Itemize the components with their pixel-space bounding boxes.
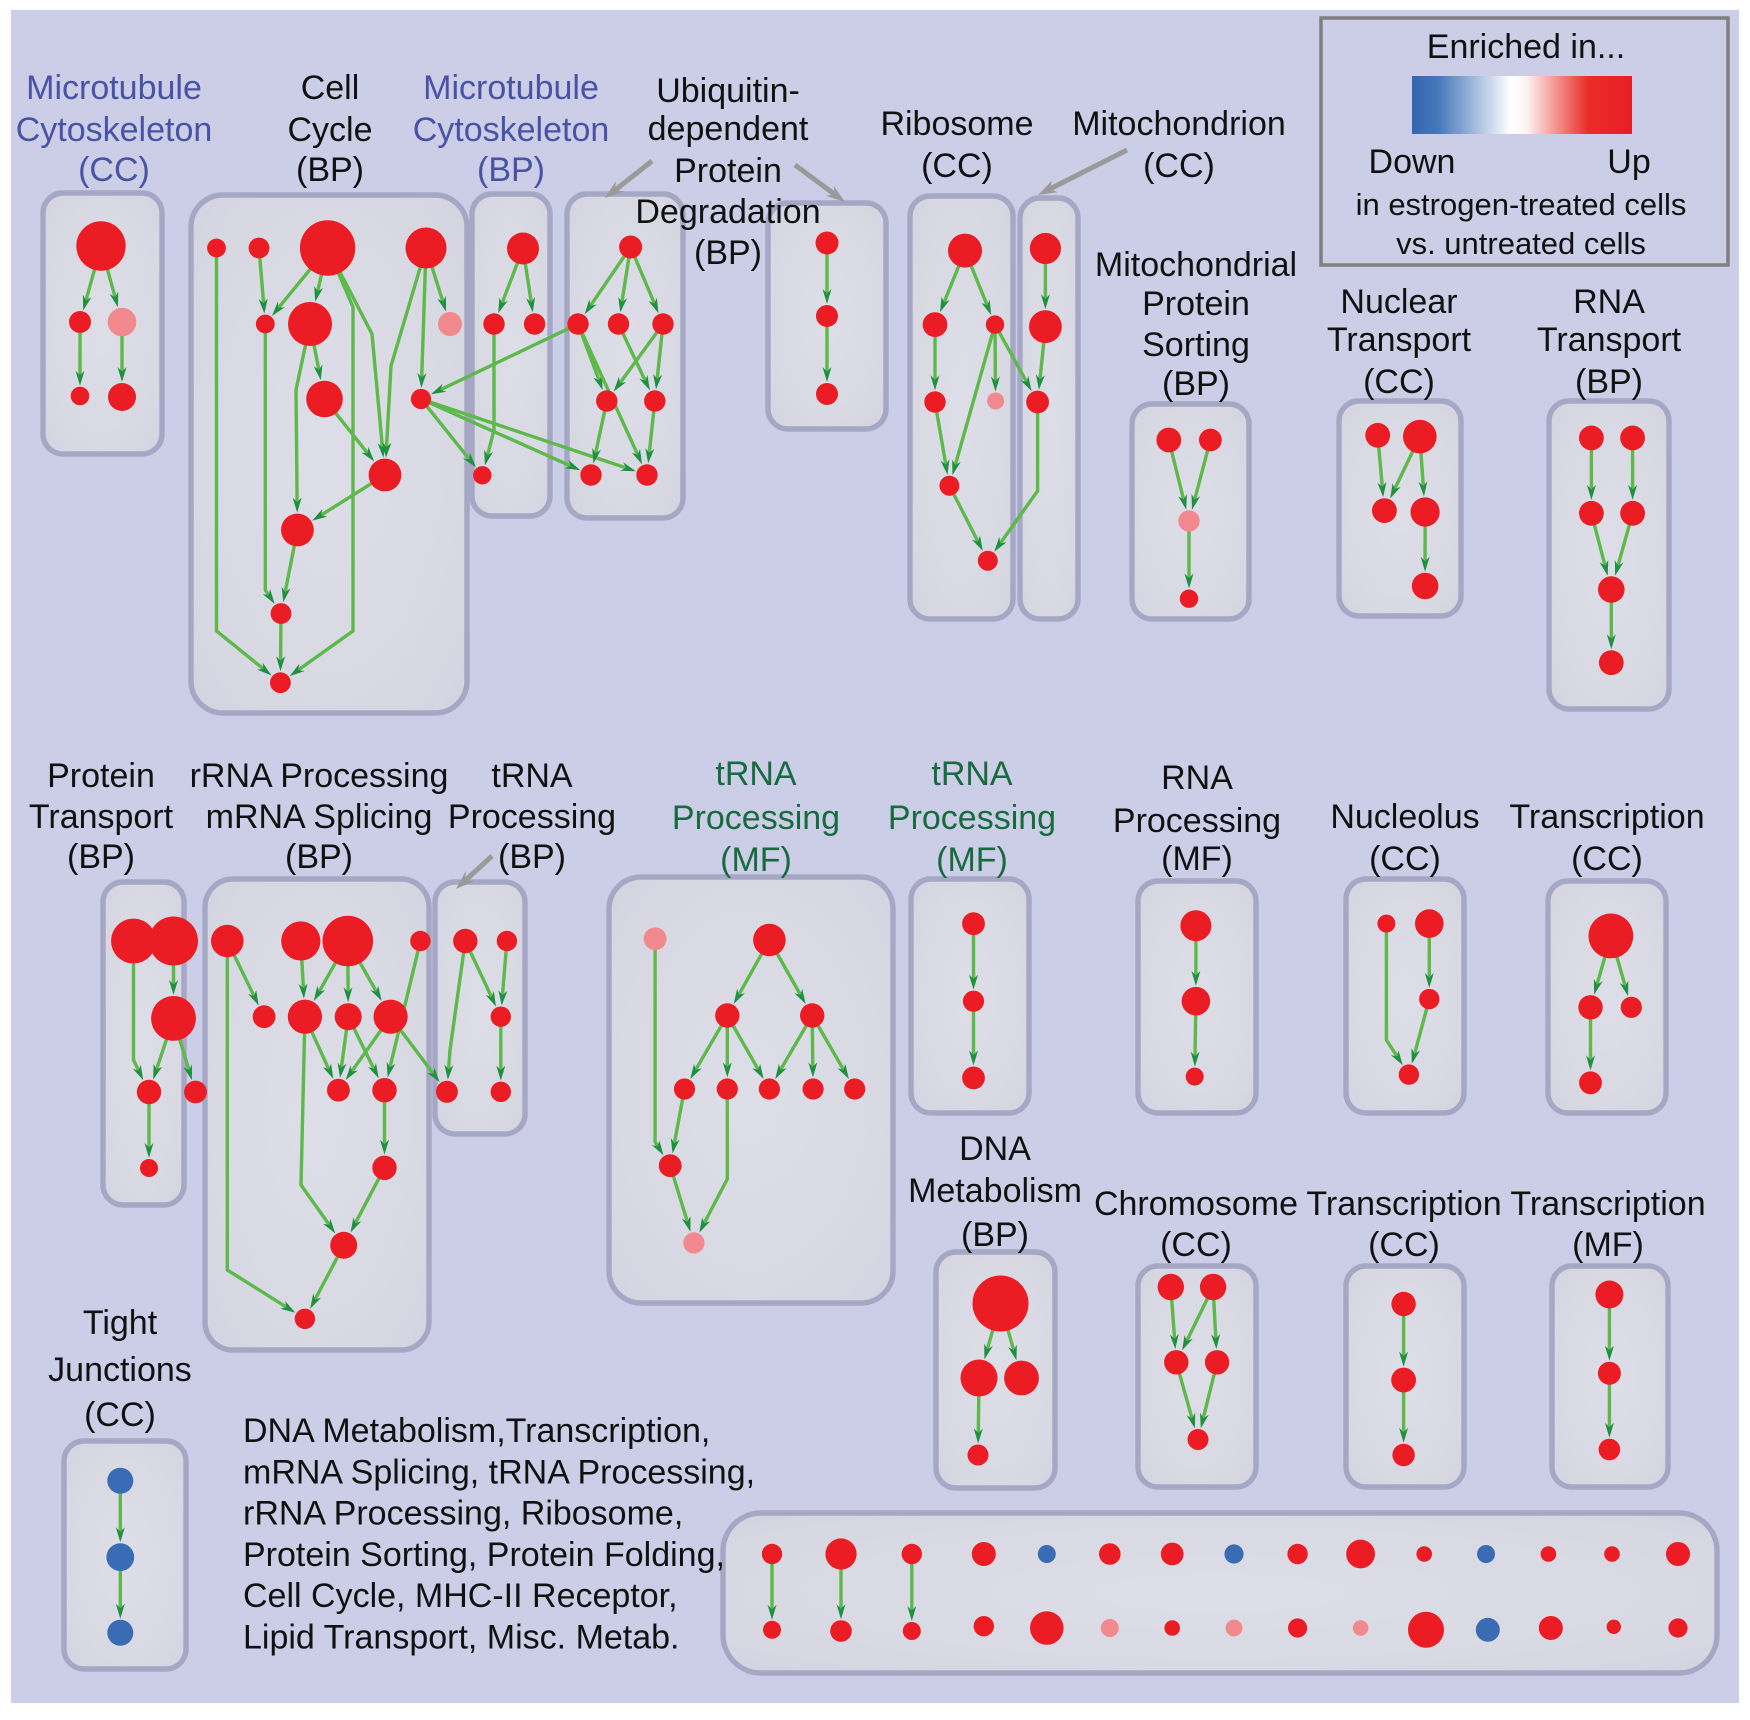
svg-text:Mitochondrial: Mitochondrial	[1095, 246, 1297, 284]
svg-text:(BP): (BP)	[285, 838, 353, 876]
svg-text:rRNA Processing, Ribosome,: rRNA Processing, Ribosome,	[243, 1495, 683, 1533]
svg-text:RNA: RNA	[1161, 759, 1233, 797]
svg-text:Lipid Transport, Misc. Metab.: Lipid Transport, Misc. Metab.	[243, 1619, 680, 1657]
svg-text:(BP): (BP)	[67, 838, 135, 876]
svg-text:(MF): (MF)	[720, 841, 792, 879]
svg-text:(CC): (CC)	[1363, 363, 1435, 401]
svg-text:Ribosome: Ribosome	[880, 105, 1033, 143]
svg-text:Metabolism: Metabolism	[908, 1172, 1082, 1210]
svg-text:Protein Sorting, Protein Foldi: Protein Sorting, Protein Folding,	[243, 1536, 725, 1574]
svg-text:(CC): (CC)	[78, 151, 150, 189]
svg-text:(BP): (BP)	[1162, 365, 1230, 403]
svg-text:Protein: Protein	[674, 152, 782, 190]
svg-text:(CC): (CC)	[1160, 1226, 1232, 1264]
svg-text:Transport: Transport	[1327, 321, 1472, 359]
svg-text:Cytoskeleton: Cytoskeleton	[413, 111, 610, 149]
svg-text:mRNA Splicing: mRNA Splicing	[206, 798, 433, 836]
svg-text:(CC): (CC)	[921, 147, 993, 185]
svg-text:Cycle: Cycle	[287, 111, 372, 149]
svg-text:(BP): (BP)	[1575, 363, 1643, 401]
svg-text:Nuclear: Nuclear	[1340, 283, 1457, 321]
svg-text:(CC): (CC)	[1143, 147, 1215, 185]
svg-text:(CC): (CC)	[1369, 840, 1441, 878]
svg-text:Enriched in...: Enriched in...	[1427, 28, 1625, 66]
svg-text:Processing: Processing	[448, 798, 616, 836]
svg-text:Processing: Processing	[1113, 802, 1281, 840]
svg-text:Microtubule: Microtubule	[26, 69, 202, 107]
svg-text:Transcription: Transcription	[1509, 798, 1704, 836]
svg-text:Processing: Processing	[672, 799, 840, 837]
svg-text:(CC): (CC)	[1571, 840, 1643, 878]
svg-text:Degradation: Degradation	[635, 193, 820, 231]
svg-text:Microtubule: Microtubule	[423, 69, 599, 107]
svg-text:Down: Down	[1369, 143, 1456, 181]
svg-text:Junctions: Junctions	[48, 1351, 192, 1389]
svg-text:(MF): (MF)	[1572, 1226, 1644, 1264]
svg-text:Tight: Tight	[83, 1304, 158, 1342]
svg-text:RNA: RNA	[1573, 283, 1645, 321]
svg-text:Processing: Processing	[888, 799, 1056, 837]
svg-text:(BP): (BP)	[961, 1216, 1029, 1254]
svg-text:Sorting: Sorting	[1142, 326, 1250, 364]
svg-text:DNA Metabolism,Transcription,: DNA Metabolism,Transcription,	[243, 1412, 710, 1450]
svg-text:(BP): (BP)	[296, 151, 364, 189]
svg-text:Ubiquitin-: Ubiquitin-	[656, 72, 800, 110]
svg-text:rRNA Processing: rRNA Processing	[190, 757, 449, 795]
svg-text:(CC): (CC)	[1368, 1226, 1440, 1264]
svg-text:in estrogen-treated cells: in estrogen-treated cells	[1356, 187, 1687, 222]
svg-text:Transport: Transport	[1537, 321, 1682, 359]
svg-text:(CC): (CC)	[84, 1396, 156, 1434]
svg-text:Cell: Cell	[301, 69, 360, 107]
svg-text:vs. untreated cells: vs. untreated cells	[1396, 226, 1646, 261]
svg-text:tRNA: tRNA	[931, 755, 1013, 793]
svg-text:Transport: Transport	[29, 798, 174, 836]
svg-text:Cell Cycle, MHC-II Receptor,: Cell Cycle, MHC-II Receptor,	[243, 1577, 678, 1615]
svg-text:Transcription: Transcription	[1306, 1185, 1501, 1223]
svg-text:(BP): (BP)	[694, 234, 762, 272]
svg-text:(BP): (BP)	[498, 838, 566, 876]
svg-text:mRNA Splicing, tRNA Processing: mRNA Splicing, tRNA Processing,	[243, 1453, 755, 1491]
svg-text:tRNA: tRNA	[715, 755, 797, 793]
svg-text:tRNA: tRNA	[491, 757, 573, 795]
svg-text:dependent: dependent	[648, 110, 809, 148]
svg-text:Mitochondrion: Mitochondrion	[1072, 105, 1286, 143]
svg-text:Protein: Protein	[47, 757, 155, 795]
svg-text:(MF): (MF)	[936, 841, 1008, 879]
svg-text:(MF): (MF)	[1161, 840, 1233, 878]
svg-text:Transcription: Transcription	[1510, 1185, 1705, 1223]
svg-text:Nucleolus: Nucleolus	[1330, 798, 1479, 836]
svg-text:Chromosome: Chromosome	[1094, 1185, 1298, 1223]
svg-text:Protein: Protein	[1142, 285, 1250, 323]
svg-text:Up: Up	[1607, 143, 1650, 181]
svg-text:DNA: DNA	[959, 1130, 1031, 1168]
svg-text:(BP): (BP)	[477, 151, 545, 189]
svg-text:Cytoskeleton: Cytoskeleton	[16, 111, 213, 149]
